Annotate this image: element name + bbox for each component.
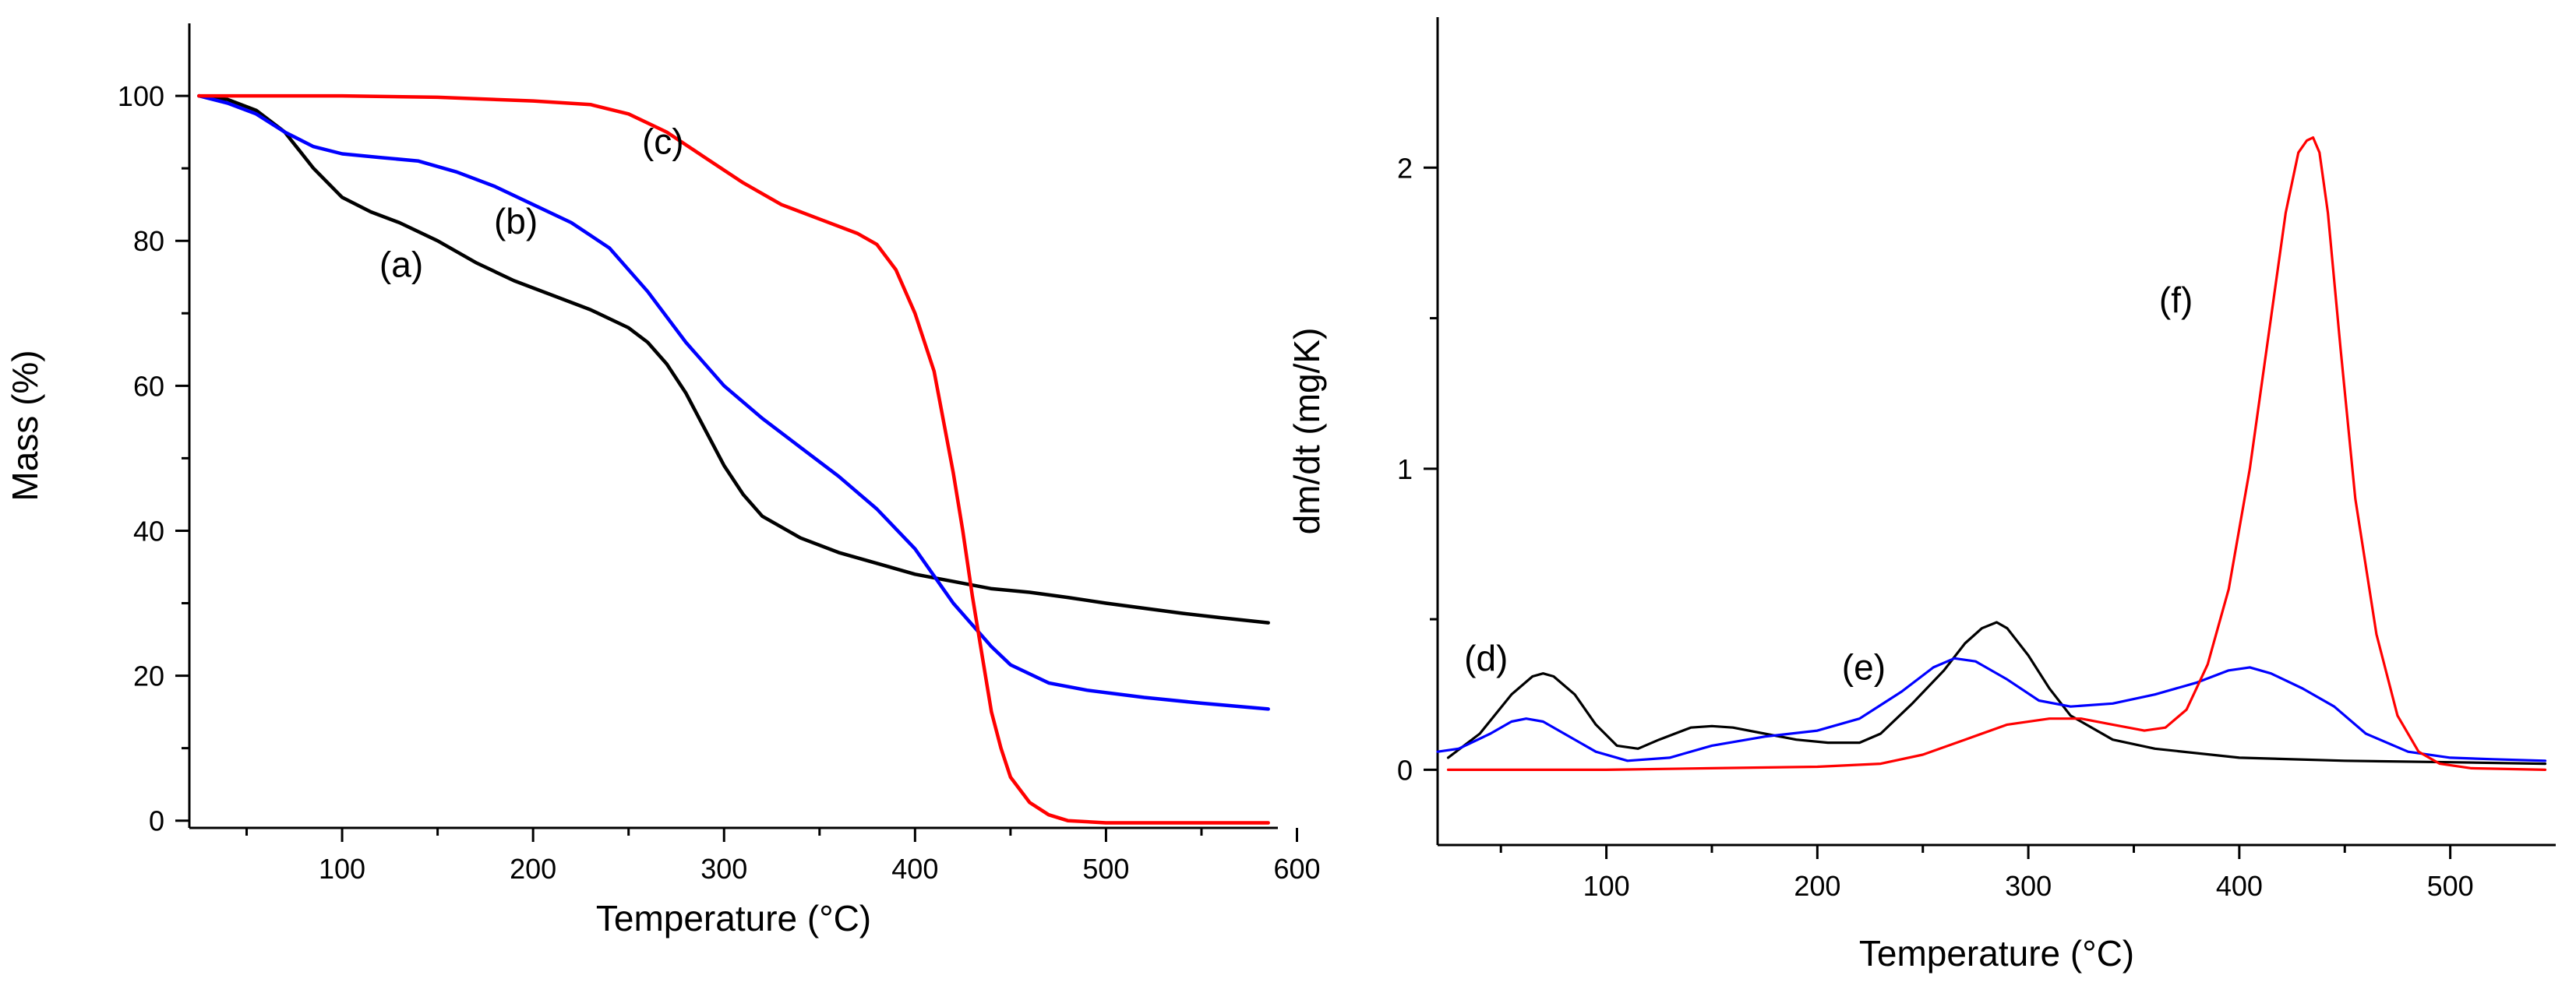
dmdt-x-axis-title: Temperature (°C)	[1859, 933, 2134, 974]
dmdt-series-line	[1436, 657, 2547, 762]
mass-series-line	[197, 93, 1270, 825]
mass-curve-label: (c)	[642, 121, 684, 162]
dmdt-y-tick-label: 1	[1397, 453, 1413, 485]
mass-y-tick-label: 20	[133, 660, 164, 692]
mass-y-tick-label: 40	[133, 515, 164, 547]
mass-y-tick-label: 100	[118, 80, 164, 112]
dmdt-series-line	[1446, 136, 2547, 772]
dmdt-y-tick-label: 0	[1397, 754, 1413, 786]
dmdt-series-line	[1446, 621, 2547, 766]
mass-curve-label: (a)	[379, 245, 423, 285]
derivative-chart: 100 200 300 400 500 0 1 2 Temperature (°C) dm/dt …	[1286, 17, 2556, 974]
mass-x-tick-label: 200	[510, 853, 556, 885]
dmdt-y-axis-title: dm/dt (mg/K)	[1286, 328, 1327, 535]
mass-series-line	[197, 93, 1270, 625]
mass-x-axis-title: Temperature (°C)	[596, 898, 871, 938]
mass-y-tick-label: 60	[133, 370, 164, 402]
mass-curve-label: (b)	[494, 201, 538, 241]
mass-x-tick-label: 600	[1273, 853, 1320, 885]
mass-series-line	[197, 93, 1270, 711]
mass-x-tick-label: 100	[319, 853, 365, 885]
dmdt-curve-label: (f)	[2159, 280, 2193, 320]
dmdt-curve-label: (e)	[1842, 646, 1886, 687]
mass-chart: 100 200 300 400 500 600 0 20 40 60 80 100 Temperatur…	[5, 23, 1321, 938]
dmdt-x-tick-label: 100	[1583, 870, 1630, 902]
dmdt-y-tick-label: 2	[1397, 152, 1413, 184]
dmdt-x-tick-label: 200	[1794, 870, 1840, 902]
dmdt-x-tick-label: 300	[2005, 870, 2052, 902]
mass-x-tick-label: 500	[1082, 853, 1129, 885]
mass-y-tick-label: 80	[133, 225, 164, 257]
mass-x-tick-label: 400	[891, 853, 938, 885]
dmdt-x-tick-label: 500	[2427, 870, 2474, 902]
mass-y-tick-label: 0	[149, 805, 164, 837]
mass-y-axis-title: Mass (%)	[5, 350, 45, 501]
dmdt-curve-label: (d)	[1464, 638, 1508, 678]
mass-x-tick-label: 300	[700, 853, 747, 885]
dmdt-x-tick-label: 400	[2216, 870, 2263, 902]
